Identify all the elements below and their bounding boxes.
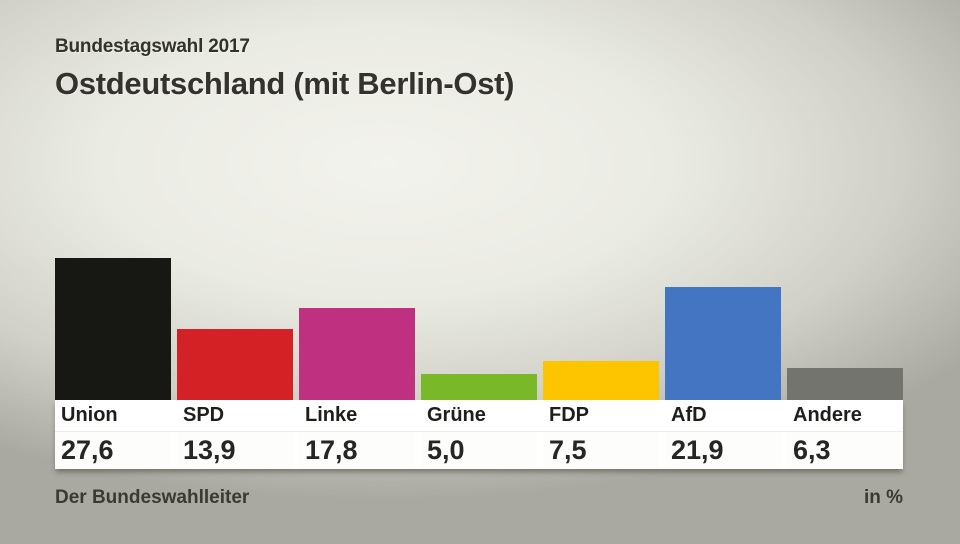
- party-label-gr-ne: Grüne: [427, 404, 486, 426]
- party-value-union: 27,6: [55, 432, 171, 469]
- source-label: Der Bundeswahlleiter: [55, 487, 250, 508]
- bar-linke: [299, 308, 415, 400]
- chart-header: Bundestagswahl 2017 Ostdeutschland (mit …: [55, 36, 514, 102]
- bar-chart: Union SPD Linke Grüne FDP AfD Andere 27,6 13,9 1…: [55, 258, 903, 469]
- party-value-gr-ne: 5,0: [421, 432, 537, 469]
- party-label-afd: AfD: [671, 404, 707, 426]
- party-value-linke: 17,8: [299, 432, 415, 469]
- party-label-linke: Linke: [305, 404, 358, 426]
- label-band: Union SPD Linke Grüne FDP AfD Andere 27,6 13,9 1…: [55, 400, 903, 469]
- party-value-afd: 21,9: [665, 432, 781, 469]
- bar-fdp: [543, 361, 659, 400]
- party-label-andere: Andere: [793, 404, 862, 426]
- bar-afd: [665, 287, 781, 400]
- bar-andere: [787, 367, 903, 400]
- party-value-andere: 6,3: [787, 432, 903, 469]
- party-label-spd: SPD: [183, 404, 225, 426]
- party-names-row: Union SPD Linke Grüne FDP AfD Andere: [55, 400, 903, 432]
- chart-footer: Der Bundeswahlleiter in %: [55, 487, 903, 509]
- bar-gr-ne: [421, 374, 537, 400]
- party-label-fdp: FDP: [549, 404, 589, 426]
- party-value-fdp: 7,5: [543, 432, 659, 469]
- bar-spd: [177, 328, 293, 400]
- party-label-union: Union: [61, 404, 118, 426]
- party-value-spd: 13,9: [177, 432, 293, 469]
- chart-kicker: Bundestagswahl 2017: [55, 36, 250, 57]
- bars-row: [55, 258, 903, 400]
- unit-label: in %: [863, 487, 903, 508]
- page-title: Ostdeutschland (mit Berlin-Ost): [55, 66, 515, 101]
- party-values-row: 27,6 13,9 17,8 5,0 7,5 21,9 6,3: [55, 432, 903, 469]
- bar-union: [55, 258, 171, 400]
